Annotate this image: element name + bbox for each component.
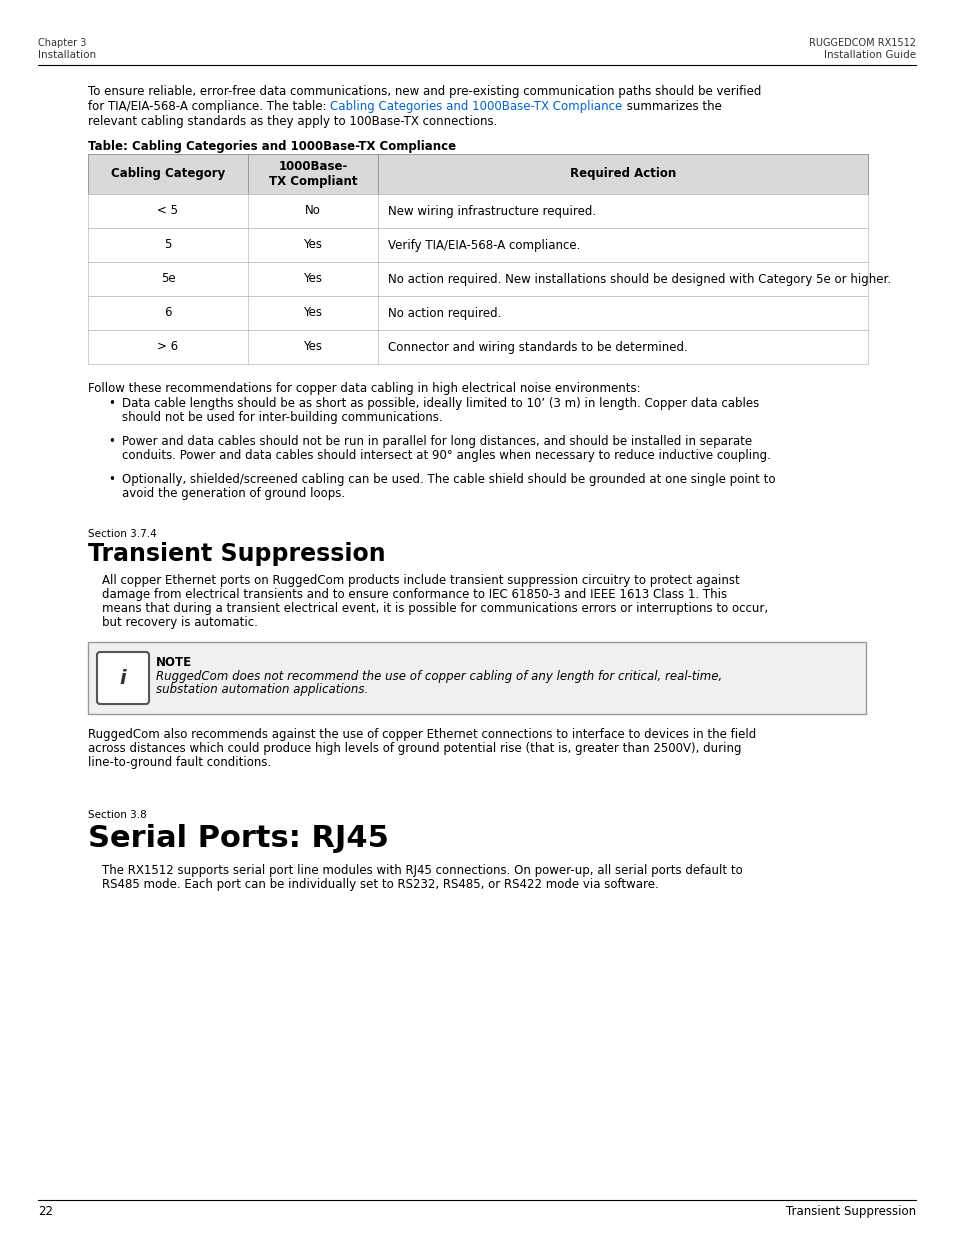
Text: RuggedCom also recommends against the use of copper Ethernet connections to inte: RuggedCom also recommends against the us… [88,727,756,741]
Bar [88,330,867,364]
Text: but recovery is automatic.: but recovery is automatic. [102,616,257,629]
Text: < 5: < 5 [157,205,178,217]
Text: Optionally, shielded/screened cabling can be used. The cable shield should be gr: Optionally, shielded/screened cabling ca… [122,473,775,487]
Text: RUGGEDCOM RX1512: RUGGEDCOM RX1512 [808,38,915,48]
Text: for TIA/EIA-568-A compliance. The table:: for TIA/EIA-568-A compliance. The table: [88,100,330,112]
Text: line-to-ground fault conditions.: line-to-ground fault conditions. [88,756,271,769]
Text: No action required.: No action required. [388,306,501,320]
Text: NOTE: NOTE [156,656,192,669]
Text: Verify TIA/EIA-568-A compliance.: Verify TIA/EIA-568-A compliance. [388,238,579,252]
Bar [88,642,865,714]
Text: Serial Ports: RJ45: Serial Ports: RJ45 [88,824,389,853]
Text: Follow these recommendations for copper data cabling in high electrical noise en: Follow these recommendations for copper … [88,382,640,395]
Text: Connector and wiring standards to be determined.: Connector and wiring standards to be det… [388,341,687,353]
Text: Power and data cables should not be run in parallel for long distances, and shou: Power and data cables should not be run … [122,435,751,448]
Text: > 6: > 6 [157,341,178,353]
Text: Transient Suppression: Transient Suppression [785,1205,915,1218]
Text: Transient Suppression: Transient Suppression [88,542,385,566]
Bar [88,194,867,228]
Text: avoid the generation of ground loops.: avoid the generation of ground loops. [122,487,345,500]
Text: i: i [119,668,126,688]
Text: Installation: Installation [38,49,96,61]
Bar [88,262,867,296]
Text: conduits. Power and data cables should intersect at 90° angles when necessary to: conduits. Power and data cables should i… [122,450,770,462]
Text: damage from electrical transients and to ensure conformance to IEC 61850-3 and I: damage from electrical transients and to… [102,588,726,601]
Text: To ensure reliable, error-free data communications, new and pre-existing communi: To ensure reliable, error-free data comm… [88,85,760,98]
Text: Yes: Yes [303,238,322,252]
Text: 1000Base-
TX Compliant: 1000Base- TX Compliant [269,161,356,188]
Text: Table: Cabling Categories and 1000Base-TX Compliance: Table: Cabling Categories and 1000Base-T… [88,140,456,153]
Text: across distances which could produce high levels of ground potential rise (that : across distances which could produce hig… [88,742,740,755]
Text: 5e: 5e [160,273,175,285]
Text: No: No [305,205,320,217]
Text: No action required. New installations should be designed with Category 5e or hig: No action required. New installations sh… [388,273,890,285]
Text: Cabling Category: Cabling Category [111,168,225,180]
Text: All copper Ethernet ports on RuggedCom products include transient suppression ci: All copper Ethernet ports on RuggedCom p… [102,574,739,587]
Text: Data cable lengths should be as short as possible, ideally limited to 10’ (3 m) : Data cable lengths should be as short as… [122,396,759,410]
Text: summarizes the: summarizes the [622,100,720,112]
Bar [88,228,867,262]
Text: Installation Guide: Installation Guide [823,49,915,61]
Text: •: • [108,435,114,448]
Text: means that during a transient electrical event, it is possible for communication: means that during a transient electrical… [102,601,767,615]
Text: Yes: Yes [303,273,322,285]
Text: Cabling Categories and 1000Base-TX Compliance: Cabling Categories and 1000Base-TX Compl… [330,100,622,112]
Text: Required Action: Required Action [569,168,676,180]
Bar [88,154,867,194]
Text: •: • [108,396,114,410]
Text: 6: 6 [164,306,172,320]
Text: substation automation applications.: substation automation applications. [156,683,368,697]
Text: relevant cabling standards as they apply to 100Base-TX connections.: relevant cabling standards as they apply… [88,115,497,128]
Text: Section 3.7.4: Section 3.7.4 [88,529,156,538]
Text: The RX1512 supports serial port line modules with RJ45 connections. On power-up,: The RX1512 supports serial port line mod… [102,864,742,877]
Text: Yes: Yes [303,306,322,320]
Text: Yes: Yes [303,341,322,353]
Text: 22: 22 [38,1205,53,1218]
Text: Chapter 3: Chapter 3 [38,38,87,48]
Text: 5: 5 [164,238,172,252]
Text: RS485 mode. Each port can be individually set to RS232, RS485, or RS422 mode via: RS485 mode. Each port can be individuall… [102,878,659,890]
Text: Section 3.8: Section 3.8 [88,810,147,820]
Bar [88,296,867,330]
FancyBboxPatch shape [97,652,149,704]
Text: •: • [108,473,114,487]
Text: RuggedCom does not recommend the use of copper cabling of any length for critica: RuggedCom does not recommend the use of … [156,671,721,683]
Text: should not be used for inter-building communications.: should not be used for inter-building co… [122,411,442,424]
Text: New wiring infrastructure required.: New wiring infrastructure required. [388,205,596,217]
